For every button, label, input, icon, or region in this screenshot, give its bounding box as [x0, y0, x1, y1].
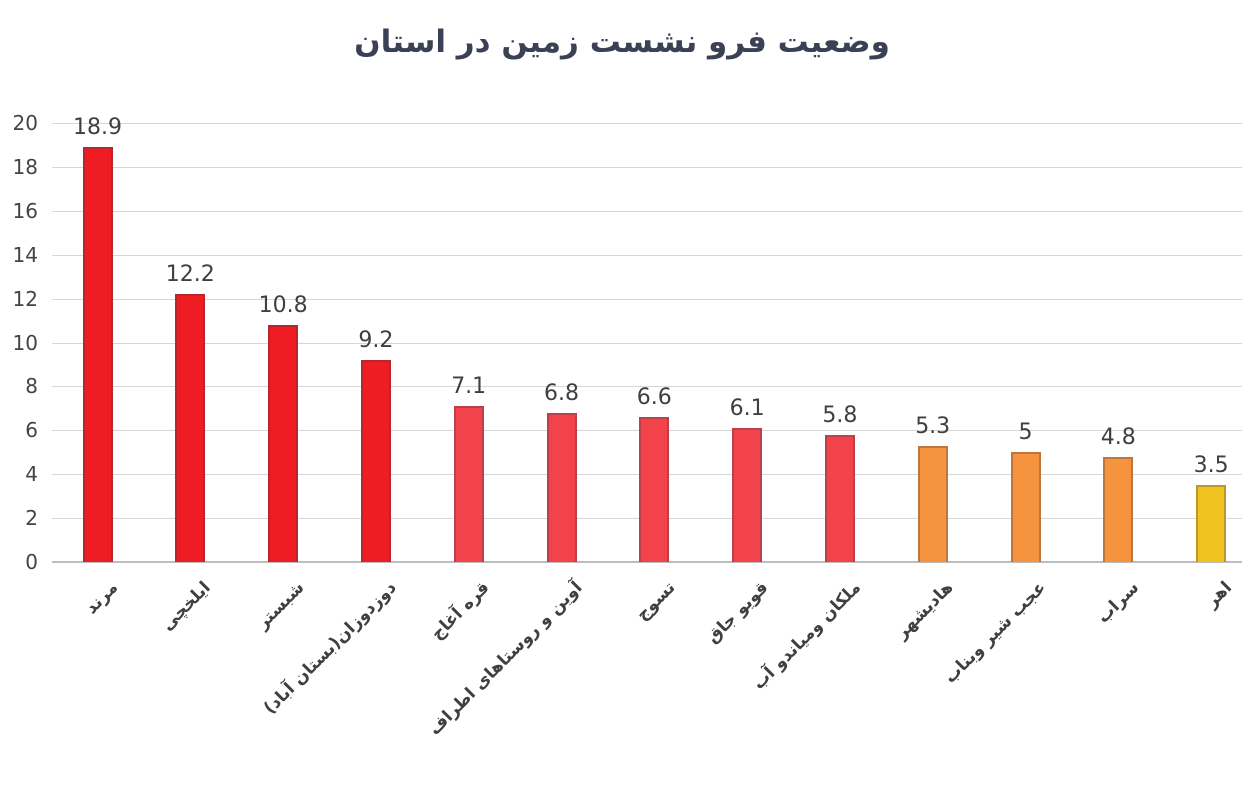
x-axis-label: قویو جاق: [702, 577, 772, 648]
bar: [268, 324, 299, 562]
x-axis-label: شبستر: [252, 577, 308, 634]
y-axis-tick-label: 6: [25, 418, 38, 443]
bar-value-label: 3.5: [1193, 453, 1229, 479]
bar: [1196, 485, 1227, 562]
y-axis-tick-label: 16: [12, 198, 38, 223]
bar-value-label: 5.3: [915, 413, 951, 439]
bar-value-label: 10.8: [258, 292, 308, 318]
bar: [1010, 452, 1041, 562]
y-axis-tick-label: 0: [25, 550, 38, 574]
bar: [82, 147, 113, 562]
bar-value-label: 6.8: [544, 380, 579, 406]
bar: [546, 412, 577, 562]
x-axis-label: آوین و روستاهای اطراف: [424, 577, 587, 740]
bar-value-label: 18.9: [73, 115, 122, 141]
gridline: [52, 123, 1242, 124]
x-axis-label: اهر: [1201, 577, 1236, 612]
y-axis-tick-label: 14: [12, 242, 38, 267]
y-axis-tick-label: 20: [12, 111, 38, 135]
bar-value-label: 5: [1018, 420, 1033, 446]
y-axis-tick-label: 4: [25, 462, 38, 487]
x-axis-label: تسوج: [632, 577, 680, 625]
x-axis-label: ایلخچی: [157, 577, 216, 635]
bar: [453, 406, 484, 562]
gridline: [52, 342, 1242, 344]
y-axis-tick-label: 12: [12, 286, 38, 311]
bar-value-label: 5.8: [822, 402, 858, 428]
chart-title: وضعیت فرو نشست زمین در استان: [354, 24, 890, 60]
bar-value-label: 9.2: [358, 328, 394, 354]
x-axis-label: مرند: [81, 577, 123, 619]
bar-value-label: 6.1: [729, 396, 765, 422]
gridline: [52, 254, 1242, 256]
bar: [1103, 456, 1134, 562]
bar-value-label: 4.8: [1100, 424, 1136, 450]
y-axis-tick-label: 18: [12, 154, 38, 179]
y-axis-tick-label: 10: [12, 330, 38, 355]
bar-value-label: 7.1: [451, 374, 487, 400]
gridline: [52, 166, 1242, 168]
bar: [732, 428, 763, 562]
bar: [824, 434, 855, 562]
y-axis-tick-label: 2: [25, 506, 38, 531]
bar: [360, 360, 391, 562]
bar: [175, 294, 206, 562]
bar-value-label: 12.2: [165, 262, 215, 288]
x-axis-label: هادیشهر: [892, 577, 958, 644]
bar-value-label: 6.6: [636, 385, 672, 411]
bar: [917, 445, 948, 562]
x-axis-label: سراب: [1093, 577, 1144, 628]
x-axis-label: قره آغاج: [427, 577, 494, 644]
y-axis-tick-label: 8: [25, 374, 38, 399]
bar: [639, 417, 670, 562]
gridline: [52, 210, 1242, 212]
gridline: [52, 298, 1242, 300]
